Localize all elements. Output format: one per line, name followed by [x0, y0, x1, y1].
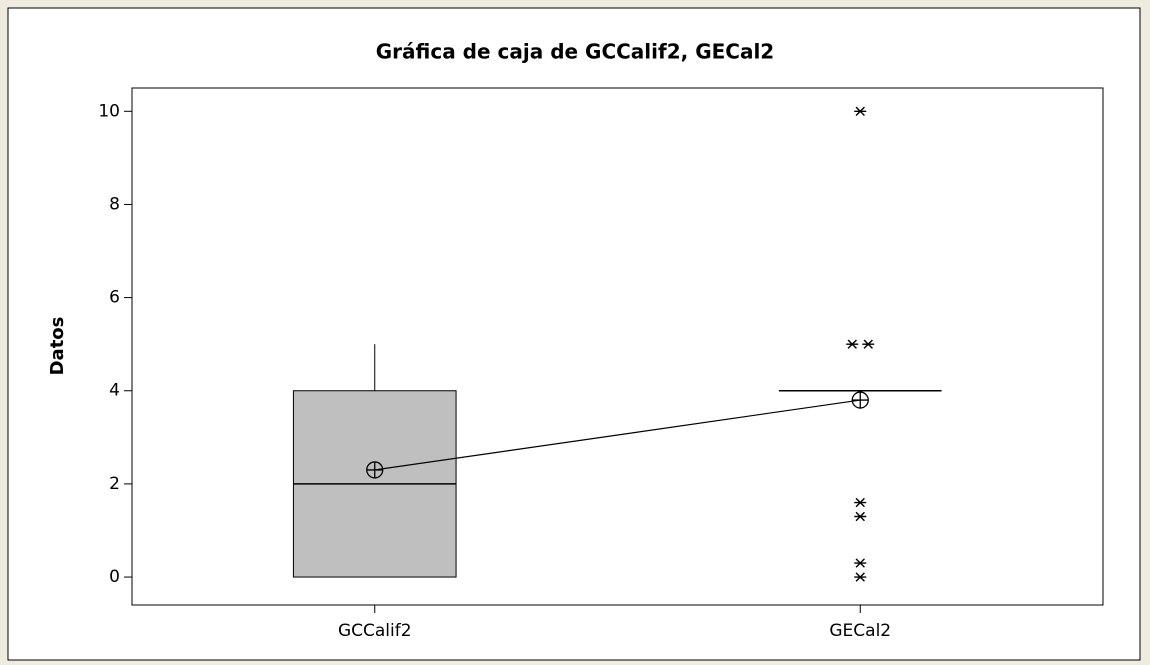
- outlier: [854, 497, 867, 508]
- y-tick-label: 0: [109, 567, 120, 587]
- mean-symbol: [366, 461, 384, 479]
- y-tick-label: 10: [98, 101, 120, 121]
- mean-symbol: [851, 391, 869, 409]
- y-tick-label: 4: [109, 381, 120, 401]
- y-axis-label: Datos: [47, 317, 68, 376]
- x-tick-label: GCCalif2: [338, 621, 412, 641]
- outlier: [854, 106, 867, 116]
- outlier: [854, 511, 867, 522]
- outlier: [862, 339, 875, 349]
- outlier: [854, 558, 867, 568]
- x-tick-label: GECal2: [829, 621, 891, 641]
- y-tick-label: 8: [109, 194, 120, 214]
- y-tick-label: 2: [109, 474, 120, 494]
- outlier: [854, 572, 867, 582]
- mean-line: [374, 399, 861, 471]
- chart-title: Gráfica de caja de GCCalif2, GECal2: [376, 40, 774, 64]
- outlier: [846, 339, 859, 349]
- plot-area: [131, 87, 1104, 606]
- y-tick-label: 6: [109, 288, 120, 308]
